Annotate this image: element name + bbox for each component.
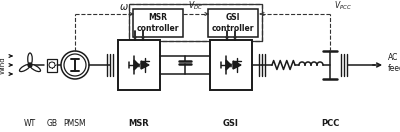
Bar — [210, 40, 252, 90]
Polygon shape — [233, 61, 241, 69]
Circle shape — [49, 62, 55, 68]
Ellipse shape — [30, 64, 40, 72]
Circle shape — [61, 51, 89, 79]
Polygon shape — [134, 60, 139, 70]
Text: $V_{PCC}$: $V_{PCC}$ — [334, 0, 352, 12]
Ellipse shape — [28, 53, 32, 65]
Polygon shape — [226, 60, 231, 70]
Bar — [118, 40, 160, 90]
Ellipse shape — [20, 64, 30, 72]
Text: PMSM: PMSM — [64, 119, 86, 128]
Bar — [208, 9, 258, 37]
Bar — [129, 4, 262, 41]
Text: MSR: MSR — [129, 119, 149, 128]
Text: GSI
controller: GSI controller — [212, 13, 254, 33]
Text: PCC: PCC — [321, 119, 339, 128]
Text: $\omega$: $\omega$ — [119, 2, 129, 12]
Bar — [133, 9, 183, 37]
Text: WT: WT — [24, 119, 36, 128]
Polygon shape — [141, 61, 149, 69]
Text: MSR
controller: MSR controller — [137, 13, 179, 33]
Text: GSI: GSI — [223, 119, 239, 128]
Bar — [47, 58, 57, 72]
Text: AC
feeder: AC feeder — [388, 53, 400, 73]
Circle shape — [28, 63, 32, 67]
Text: $V_{DC}$: $V_{DC}$ — [188, 0, 203, 12]
Text: Wind: Wind — [0, 56, 6, 74]
Bar — [129, 4, 262, 41]
Circle shape — [64, 54, 86, 76]
Text: GB: GB — [46, 119, 58, 128]
